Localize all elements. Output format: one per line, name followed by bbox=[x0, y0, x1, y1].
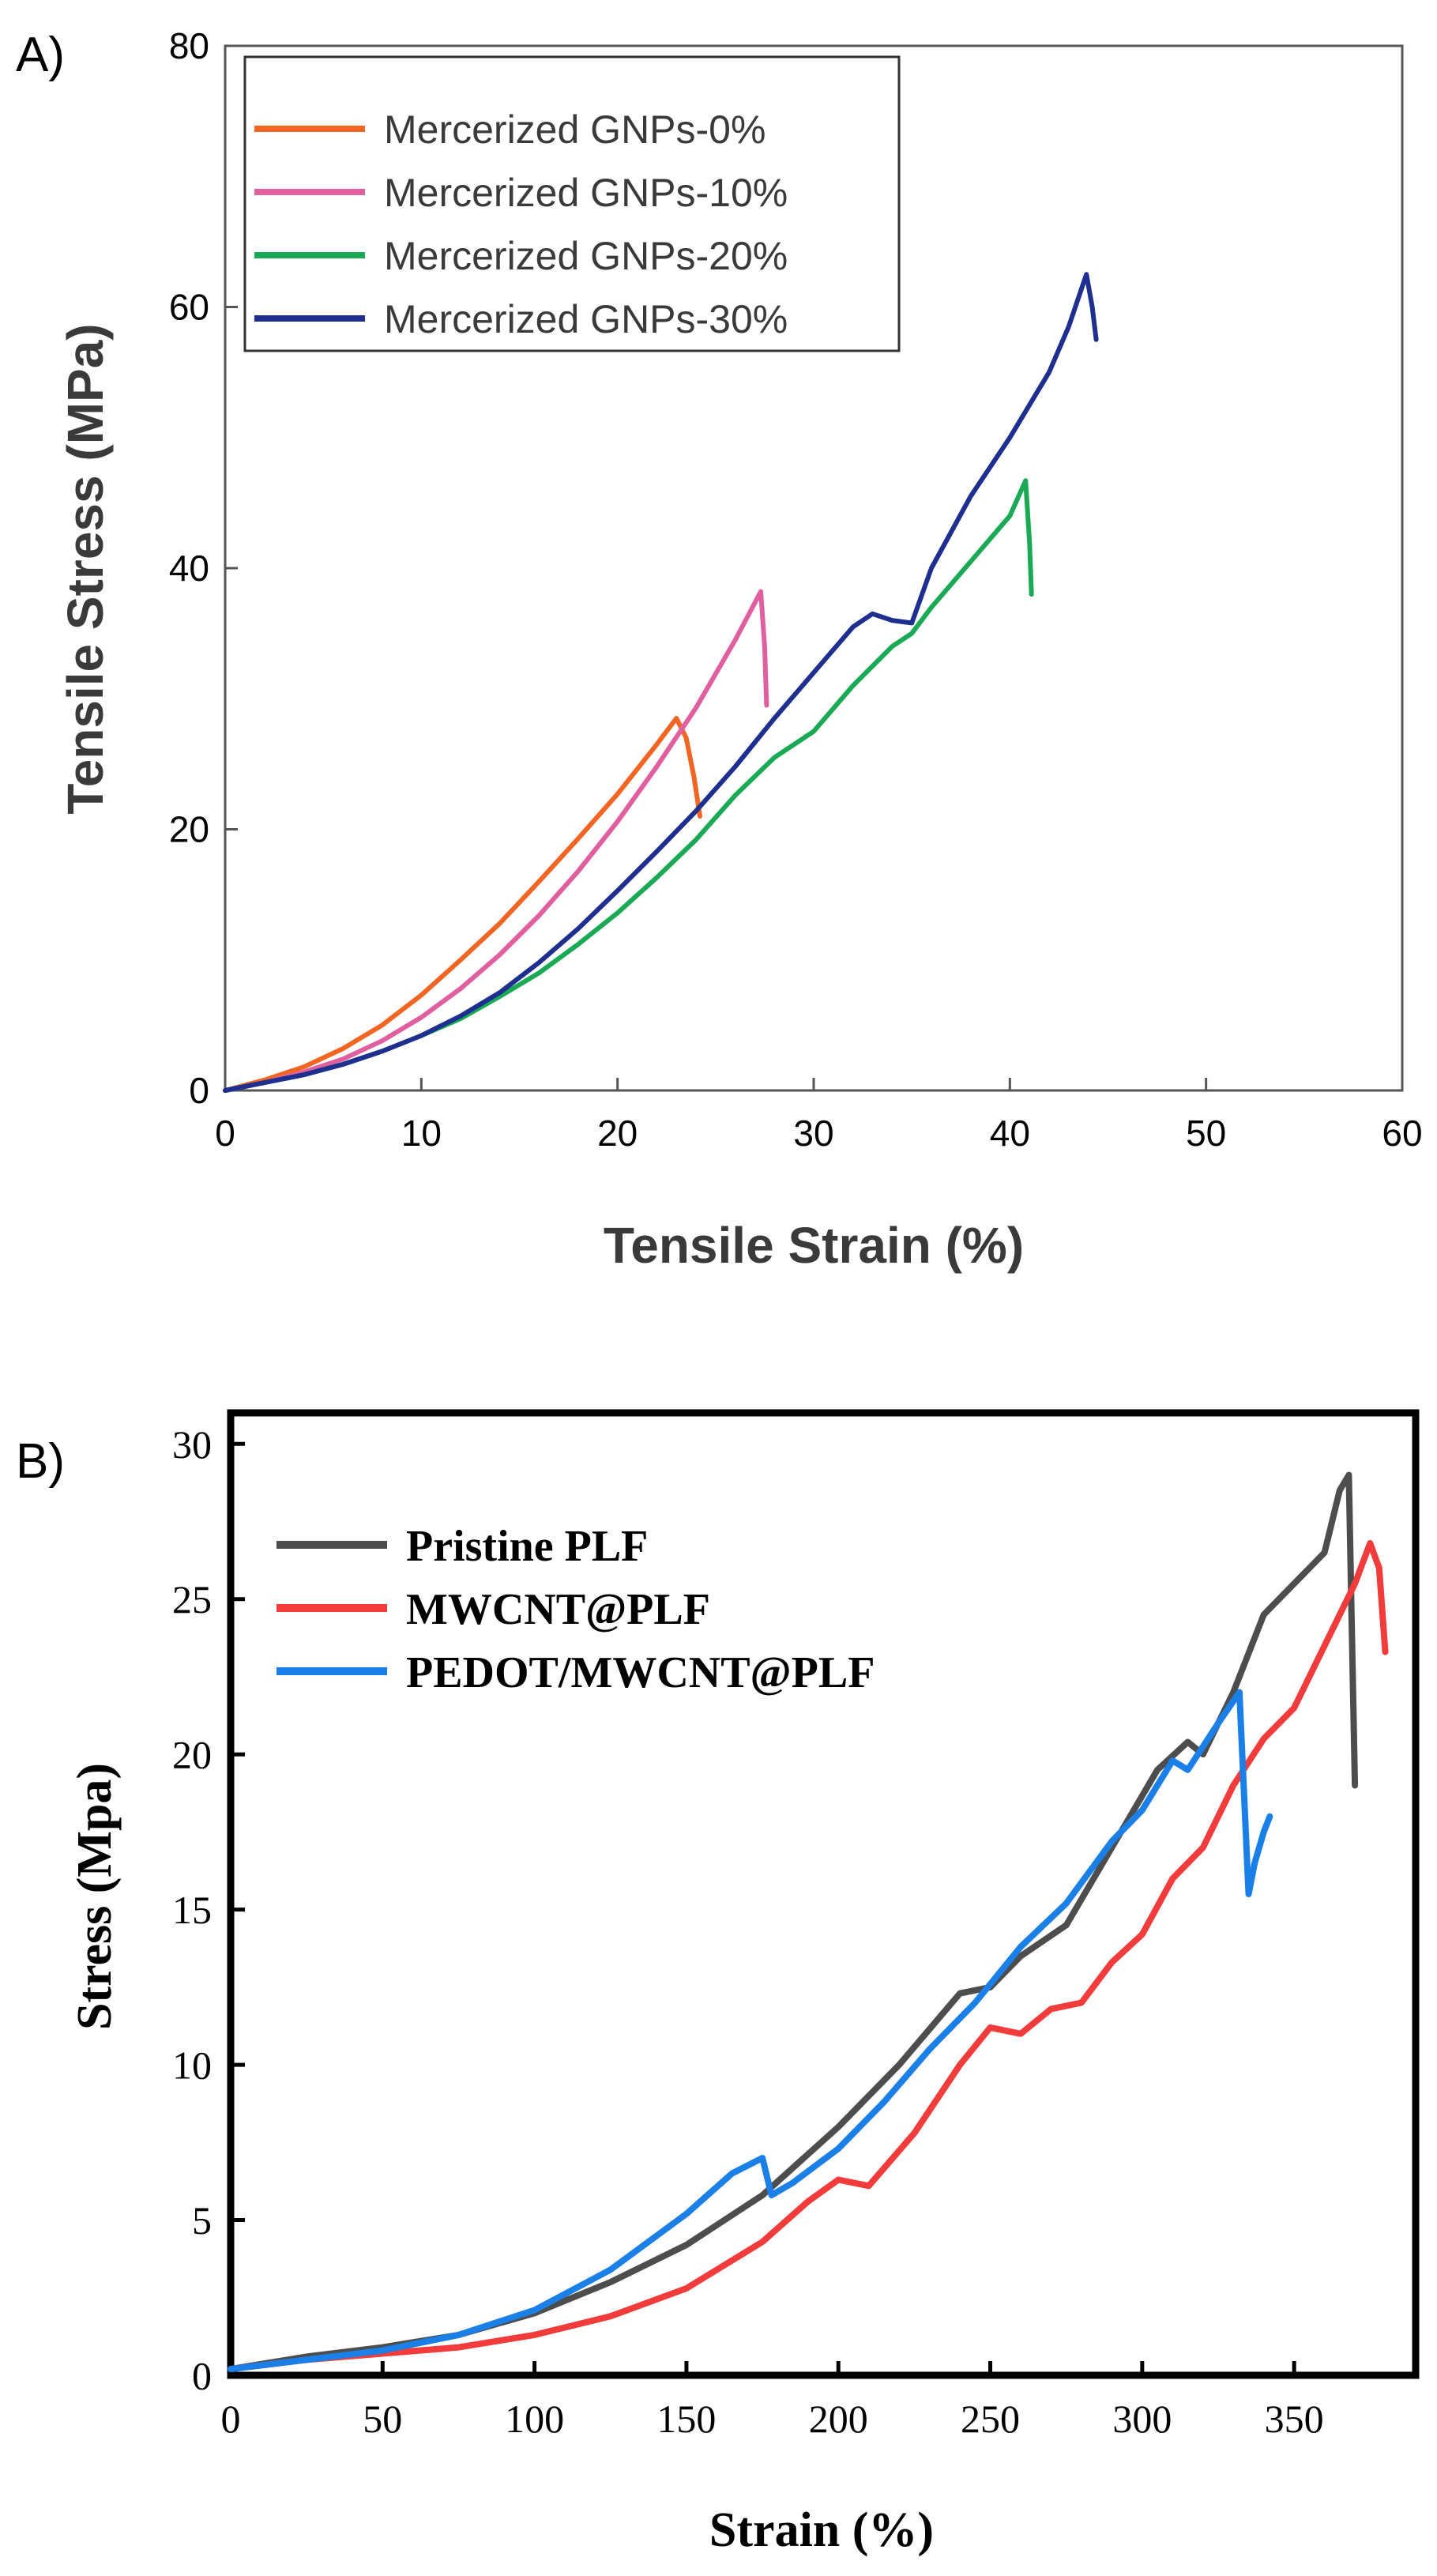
y-tick-label: 5 bbox=[192, 2198, 212, 2243]
y-tick-label: 10 bbox=[172, 2043, 212, 2088]
y-tick-label: 0 bbox=[192, 2354, 212, 2398]
x-tick-label: 40 bbox=[990, 1113, 1030, 1154]
x-tick-label: 50 bbox=[363, 2397, 402, 2441]
x-tick-label: 100 bbox=[505, 2397, 564, 2441]
x-tick-label: 250 bbox=[961, 2397, 1020, 2441]
y-tick-label: 15 bbox=[172, 1888, 212, 1932]
y-tick-label: 0 bbox=[189, 1070, 209, 1111]
series-line-mwcnt-plf bbox=[228, 1540, 1389, 2373]
y-tick-label: 20 bbox=[169, 809, 209, 850]
y-tick-label: 80 bbox=[169, 25, 209, 66]
series-line-mercerized-gnps-30 bbox=[223, 272, 1099, 1093]
y-tick-label: 40 bbox=[169, 548, 209, 589]
y-tick-label: 60 bbox=[169, 287, 209, 328]
x-tick-label: 150 bbox=[656, 2397, 716, 2441]
legend-label-mercerized-gnps-20: Mercerized GNPs-20% bbox=[384, 234, 788, 278]
legend-label-mercerized-gnps-30: Mercerized GNPs-30% bbox=[384, 297, 788, 341]
panel-b-label: B) bbox=[16, 1434, 65, 1489]
panel-b-y-tick-labels: 0 5 10 15 20 25 30 bbox=[172, 1422, 212, 2398]
x-tick-label: 60 bbox=[1382, 1113, 1422, 1154]
x-tick-label: 200 bbox=[809, 2397, 868, 2441]
y-tick-label: 25 bbox=[172, 1577, 212, 1621]
series-line-mercerized-gnps-10 bbox=[223, 589, 769, 1093]
x-tick-label: 0 bbox=[215, 1113, 235, 1154]
legend-label-pedot-mwcnt-plf: PEDOT/MWCNT@PLF bbox=[406, 1648, 875, 1697]
legend-label-mercerized-gnps-10: Mercerized GNPs-10% bbox=[384, 171, 788, 215]
panel-a-y-axis-label: Tensile Stress (MPa) bbox=[57, 323, 114, 814]
x-tick-label: 30 bbox=[793, 1113, 833, 1154]
legend-label-pristine-plf: Pristine PLF bbox=[406, 1522, 648, 1571]
panel-b-plot-frame bbox=[227, 1409, 1420, 2379]
x-tick-label: 300 bbox=[1112, 2397, 1172, 2441]
panel-a: A) 0 20 40 60 80 0 10 20 30 40 50 60 Tensile Strai… bbox=[16, 25, 1423, 1274]
panel-b: B) 0 5 10 15 20 25 30 0 50 100 150 200 250 300 350 St… bbox=[16, 1409, 1420, 2557]
panel-b-legend: Pristine PLF MWCNT@PLF PEDOT/MWCNT@PLF bbox=[276, 1522, 875, 1697]
panel-a-legend-items: Mercerized GNPs-0% Mercerized GNPs-10% Mer… bbox=[254, 107, 788, 341]
panel-a-x-axis-label: Tensile Strain (%) bbox=[604, 1217, 1024, 1274]
legend-label-mwcnt-plf: MWCNT@PLF bbox=[406, 1585, 710, 1634]
panel-b-x-tick-labels: 0 50 100 150 200 250 300 350 bbox=[221, 2397, 1324, 2441]
panel-b-y-axis-label: Stress (Mpa) bbox=[68, 1763, 122, 2030]
panel-a-legend: Mercerized GNPs-0% Mercerized GNPs-10% Mer… bbox=[243, 55, 901, 352]
panel-a-legend-box bbox=[243, 55, 901, 352]
x-tick-label: 10 bbox=[401, 1113, 442, 1154]
panel-a-series bbox=[223, 272, 1099, 1093]
series-line-pristine-plf bbox=[228, 1471, 1359, 2373]
panel-b-series bbox=[228, 1471, 1389, 2373]
panel-a-label: A) bbox=[16, 28, 65, 82]
series-line-pedot-mwcnt-plf bbox=[228, 1689, 1273, 2373]
panel-a-x-tick-labels: 0 10 20 30 40 50 60 bbox=[215, 1113, 1422, 1154]
y-tick-label: 20 bbox=[172, 1733, 212, 1777]
panel-b-x-axis-label: Strain (%) bbox=[709, 2503, 934, 2557]
legend-label-mercerized-gnps-0: Mercerized GNPs-0% bbox=[384, 107, 766, 152]
x-tick-label: 20 bbox=[597, 1113, 638, 1154]
panel-b-axis-ticks bbox=[228, 1441, 1296, 2378]
x-tick-label: 350 bbox=[1265, 2397, 1324, 2441]
x-tick-label: 50 bbox=[1186, 1113, 1226, 1154]
y-tick-label: 30 bbox=[172, 1422, 212, 1467]
x-tick-label: 0 bbox=[221, 2397, 241, 2441]
panel-a-y-tick-labels: 0 20 40 60 80 bbox=[169, 25, 209, 1111]
